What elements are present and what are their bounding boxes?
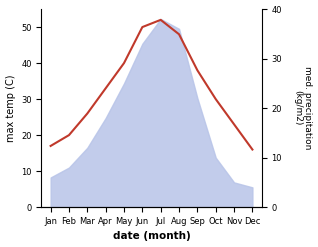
Y-axis label: max temp (C): max temp (C) xyxy=(5,74,16,142)
Y-axis label: med. precipitation
(kg/m2): med. precipitation (kg/m2) xyxy=(293,66,313,150)
X-axis label: date (month): date (month) xyxy=(113,231,190,242)
